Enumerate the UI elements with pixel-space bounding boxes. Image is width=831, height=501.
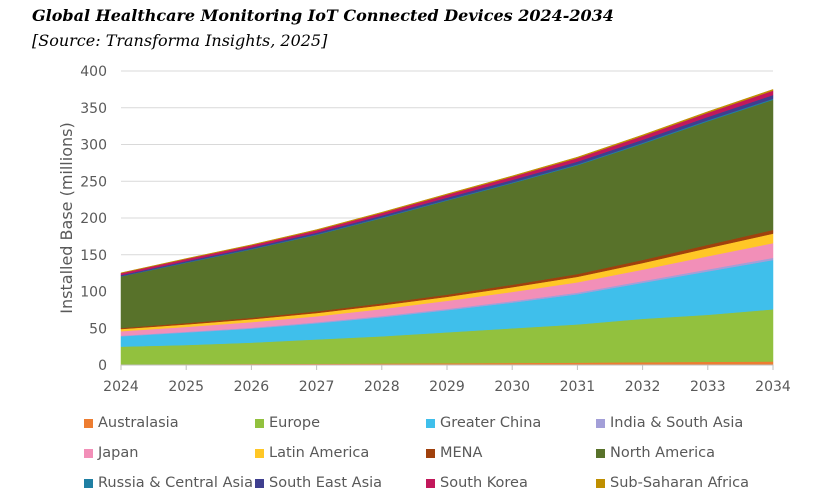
legend-swatch <box>255 478 264 488</box>
y-tick-label: 150 <box>80 248 107 264</box>
x-tick-label: 2027 <box>299 379 335 395</box>
x-tick-label: 2026 <box>234 379 270 395</box>
legend-swatch <box>596 448 605 458</box>
legend-swatch <box>84 478 93 488</box>
legend-item-mena: MENA <box>426 442 482 464</box>
legend-item-south-korea: South Korea <box>426 472 528 494</box>
x-tick-label: 2024 <box>103 379 139 395</box>
y-tick-label: 200 <box>80 211 107 227</box>
legend-swatch <box>84 418 93 428</box>
y-axis-label: Installed Base (millions) <box>57 122 76 313</box>
legend-label: Australasia <box>98 415 179 431</box>
y-tick-label: 100 <box>80 285 107 301</box>
legend-item-australasia: Australasia <box>84 412 179 434</box>
legend-item-europe: Europe <box>255 412 320 434</box>
legend-item-india-south-asia: India & South Asia <box>596 412 743 434</box>
x-tick-label: 2025 <box>168 379 204 395</box>
legend-item-sub-saharan-africa: Sub-Saharan Africa <box>596 472 749 494</box>
y-tick-label: 0 <box>98 358 107 374</box>
legend-swatch <box>84 448 93 458</box>
y-tick-label: 300 <box>80 138 107 154</box>
y-tick-label: 250 <box>80 174 107 190</box>
x-tick-label: 2028 <box>364 379 400 395</box>
area-series-sub-saharan-africa <box>120 89 774 274</box>
legend-swatch <box>426 448 435 458</box>
x-tick-label: 2029 <box>429 379 465 395</box>
legend-swatch <box>426 478 435 488</box>
chart-subtitle: [Source: Transforma Insights, 2025] <box>32 31 328 50</box>
legend-label: Japan <box>98 445 139 461</box>
legend-label: Greater China <box>440 415 542 431</box>
chart-title: Global Healthcare Monitoring IoT Connect… <box>32 6 614 25</box>
legend-label: MENA <box>440 445 483 461</box>
y-tick-label: 400 <box>80 64 107 80</box>
legend-item-greater-china: Greater China <box>426 412 541 434</box>
chart-plot: 0 50 100 150 200 250 300 350 400 2024 2025 2026 2027… <box>57 64 791 395</box>
legend-item-japan: Japan <box>84 442 138 464</box>
legend-item-russia-central-asia: Russia & Central Asia <box>84 472 253 494</box>
legend-label: Europe <box>269 415 320 431</box>
legend-swatch <box>255 448 264 458</box>
legend-label: Latin America <box>269 445 370 461</box>
x-tick-label: 2031 <box>560 379 596 395</box>
x-tick-label: 2034 <box>755 379 791 395</box>
legend-item-south-east-asia: South East Asia <box>255 472 382 494</box>
legend-label: Sub-Saharan Africa <box>610 475 749 491</box>
legend-swatch <box>596 478 605 488</box>
legend-swatch <box>426 418 435 428</box>
x-tick-label: 2030 <box>494 379 530 395</box>
legend-item-latin-america: Latin America <box>255 442 369 464</box>
x-tick-label: 2032 <box>625 379 661 395</box>
legend-swatch <box>596 418 605 428</box>
legend-label: South Korea <box>440 475 528 491</box>
legend-item-north-america: North America <box>596 442 715 464</box>
y-tick-label: 350 <box>80 101 107 117</box>
legend-swatch <box>255 418 264 428</box>
legend-label: India & South Asia <box>610 415 744 431</box>
legend-label: Russia & Central Asia <box>98 475 253 491</box>
legend-label: South East Asia <box>269 475 383 491</box>
y-tick-label: 50 <box>89 321 107 337</box>
x-tick-label: 2033 <box>690 379 726 395</box>
legend-label: North America <box>610 445 715 461</box>
